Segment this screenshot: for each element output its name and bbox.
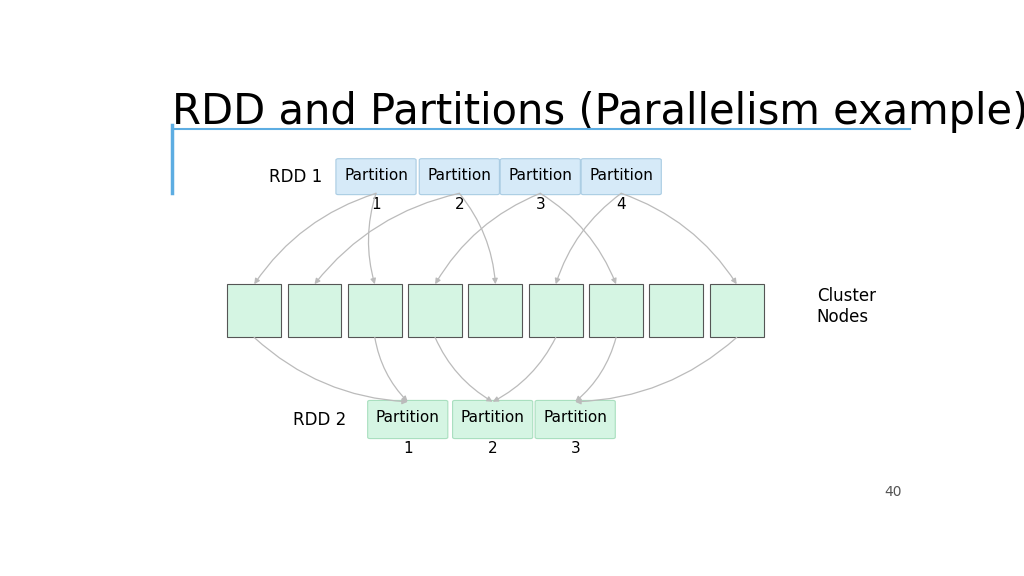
Text: Partition: Partition — [461, 410, 524, 425]
Text: 2: 2 — [455, 197, 464, 212]
Text: 3: 3 — [570, 441, 580, 456]
Bar — [409, 284, 462, 338]
Text: 1: 1 — [402, 441, 413, 456]
Bar — [528, 284, 583, 338]
Bar — [227, 284, 282, 338]
FancyBboxPatch shape — [419, 159, 500, 195]
FancyBboxPatch shape — [582, 159, 662, 195]
Bar — [348, 284, 401, 338]
Text: Partition: Partition — [544, 410, 607, 425]
Text: 3: 3 — [536, 197, 545, 212]
Text: 40: 40 — [885, 486, 902, 499]
Text: Partition: Partition — [376, 410, 439, 425]
Text: RDD 2: RDD 2 — [293, 411, 346, 429]
Text: RDD 1: RDD 1 — [269, 168, 323, 185]
Text: Partition: Partition — [508, 168, 572, 183]
Text: Partition: Partition — [344, 168, 408, 183]
FancyBboxPatch shape — [453, 400, 532, 438]
Text: 4: 4 — [616, 197, 626, 212]
FancyBboxPatch shape — [536, 400, 615, 438]
Text: Partition: Partition — [427, 168, 492, 183]
Text: 2: 2 — [487, 441, 498, 456]
Bar — [288, 284, 341, 338]
Bar — [468, 284, 522, 338]
Bar — [710, 284, 764, 338]
Text: Partition: Partition — [589, 168, 653, 183]
Text: Cluster
Nodes: Cluster Nodes — [817, 287, 876, 326]
Text: RDD and Partitions (Parallelism example): RDD and Partitions (Parallelism example) — [172, 92, 1024, 133]
Bar — [649, 284, 703, 338]
Text: 1: 1 — [371, 197, 381, 212]
Bar — [589, 284, 643, 338]
FancyBboxPatch shape — [336, 159, 416, 195]
FancyBboxPatch shape — [500, 159, 581, 195]
FancyBboxPatch shape — [368, 400, 447, 438]
